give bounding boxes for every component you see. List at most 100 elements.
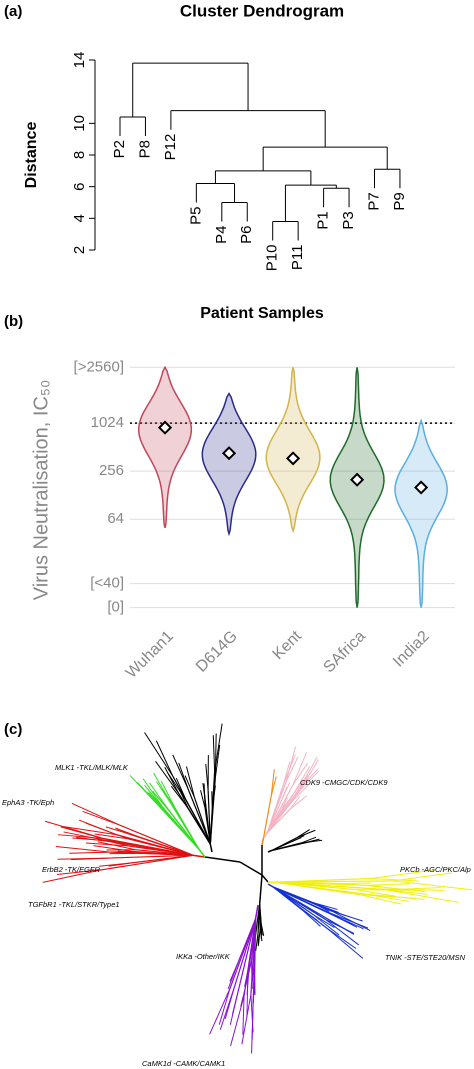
tree-branch [168,809,200,850]
y-tick-label: 1024 [91,414,124,431]
leaf-label: P6 [238,226,255,244]
tree-branch [232,982,241,1015]
tree-branch [270,769,275,797]
tree-branch [370,877,419,882]
tree-branch [137,782,159,806]
tree-branch [60,826,114,842]
tree-branch [55,846,111,853]
tree-label: TNIK -STE/STE20/MSN [385,953,466,962]
tree-branch [144,732,174,777]
tree-branch [234,918,257,986]
median-marker [157,420,173,435]
tree-branch [325,919,355,934]
tree-branch [289,796,301,810]
x-tick-label: Wuhan1 [123,628,177,682]
tree-branch [370,869,435,879]
tree-branch [329,912,369,929]
tree-branch [108,861,137,867]
tree-branch [117,850,143,854]
y-tick-label: [>2560] [74,358,124,375]
tree-branch [293,766,311,794]
tree-branch [338,882,372,885]
tree-branch [261,874,269,883]
y-tick-label: 4 [71,214,88,222]
tree-branch [364,883,411,886]
tree-branch [155,740,174,777]
tree-branch [149,782,169,811]
tree-branch [85,842,130,847]
tree-branch [292,752,307,786]
tree-branch [246,964,250,995]
tree-branch [185,766,196,799]
tree-branch [148,792,167,812]
tree-branch [316,903,339,913]
tree-branch [239,861,263,876]
tree-branch [230,995,245,1047]
tree-branch [301,909,321,927]
tree-branch [327,928,364,959]
tree-branch [198,848,206,858]
tree-branch [266,789,301,834]
tree-branch [293,774,309,794]
tree-branch [267,883,274,888]
chart-title: Patient Samples [200,305,324,322]
violin [201,392,257,537]
median-marker [285,451,301,466]
y-tick-label: 256 [99,462,124,479]
tree-branch [385,887,442,891]
tree-branch [164,767,180,794]
tree-branch [313,914,335,928]
y-tick-label: 64 [107,510,124,527]
y-tick-label: 14 [71,52,88,69]
tree-branch [97,841,136,851]
x-tick-label: D614G [193,628,241,676]
tree-branch [301,909,318,921]
tree-branch [267,849,272,853]
tree-branch [273,881,339,885]
tree-branch [251,999,254,1041]
tree-branch [301,836,317,844]
tree-branch [239,918,257,983]
tree-branch [160,780,176,809]
tree-branch [155,761,180,794]
tree-branch [313,914,340,936]
tree-branch [200,790,206,809]
tree-branch [271,843,301,852]
violin [265,367,321,534]
tree-branch [282,761,291,786]
median-marker [414,480,429,495]
tree-branch [273,881,386,891]
tree-branch [85,822,129,840]
tree-branch [311,901,338,910]
tree-branch [272,886,303,911]
tree-branch [355,889,397,897]
tree-branch [392,880,472,891]
tree-label: ErbB2 -TK/EGFR [42,865,101,874]
tree-branch [273,877,371,883]
tree-branch [271,841,292,852]
tree-branch [325,919,360,946]
tree-branch [358,894,417,899]
leaf-label: P8 [136,140,153,158]
leaf-label: P9 [391,192,408,210]
tree-branch [63,826,117,836]
tree-branch [209,988,231,1035]
y-tick-label: 2 [71,246,88,254]
tree-branch [280,797,288,811]
tree-branch [297,829,316,838]
tree-branch [97,838,130,847]
tree-branch [156,781,172,805]
tree-branch [292,784,309,801]
tree-branch [94,833,128,840]
tree-branch [331,910,371,932]
tree-branch [204,856,241,863]
tree-branch [299,759,319,791]
tree-branch [57,834,104,839]
median-marker [221,446,237,461]
y-axis-label: Distance [23,122,40,189]
panel-label: (c) [4,721,22,738]
y-tick-label: 8 [71,151,88,159]
leaf-label: P2 [111,140,128,158]
tree-branch [253,964,256,995]
